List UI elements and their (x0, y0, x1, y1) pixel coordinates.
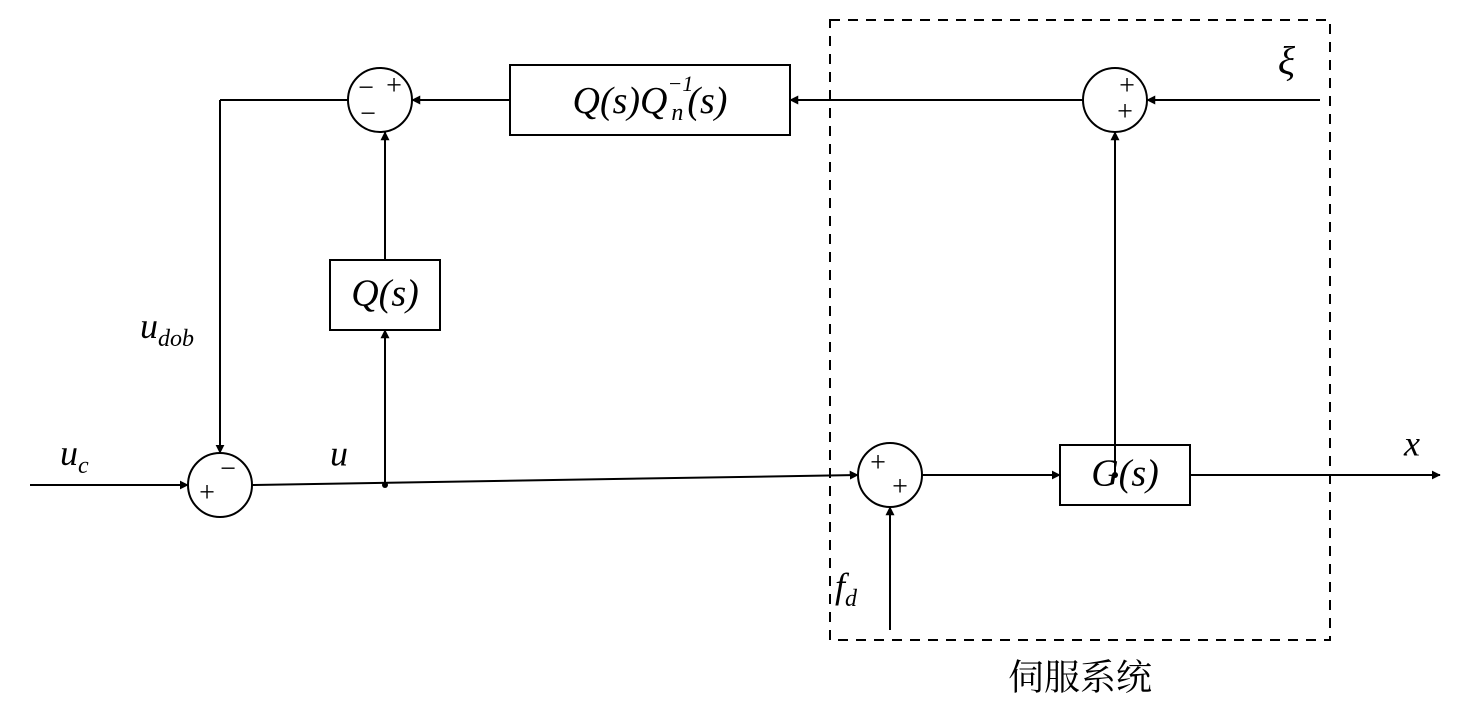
sign: + (892, 471, 908, 502)
sign: + (870, 447, 886, 478)
sum4 (1083, 68, 1147, 132)
label-Q: Q(s) (351, 273, 419, 315)
label-servo-caption: 伺服系统 (1008, 649, 1152, 700)
node-u-branch (382, 482, 388, 488)
label-uc: uc (60, 433, 89, 478)
sign: − (220, 453, 236, 484)
label-x: x (1403, 423, 1420, 463)
label-QQninv: Q(s)Q−1n(s) (573, 71, 728, 125)
label-fd: fd (835, 566, 858, 611)
sign: + (386, 70, 402, 101)
sign: − (360, 98, 376, 129)
label-udob: udob (140, 306, 194, 351)
servo-system-box (830, 20, 1330, 640)
label-u: u (330, 433, 348, 473)
label-G: G(s) (1091, 453, 1159, 495)
label-xi: ξ (1278, 38, 1296, 83)
sign: + (1117, 96, 1133, 127)
sign: + (199, 477, 215, 508)
sum3 (858, 443, 922, 507)
